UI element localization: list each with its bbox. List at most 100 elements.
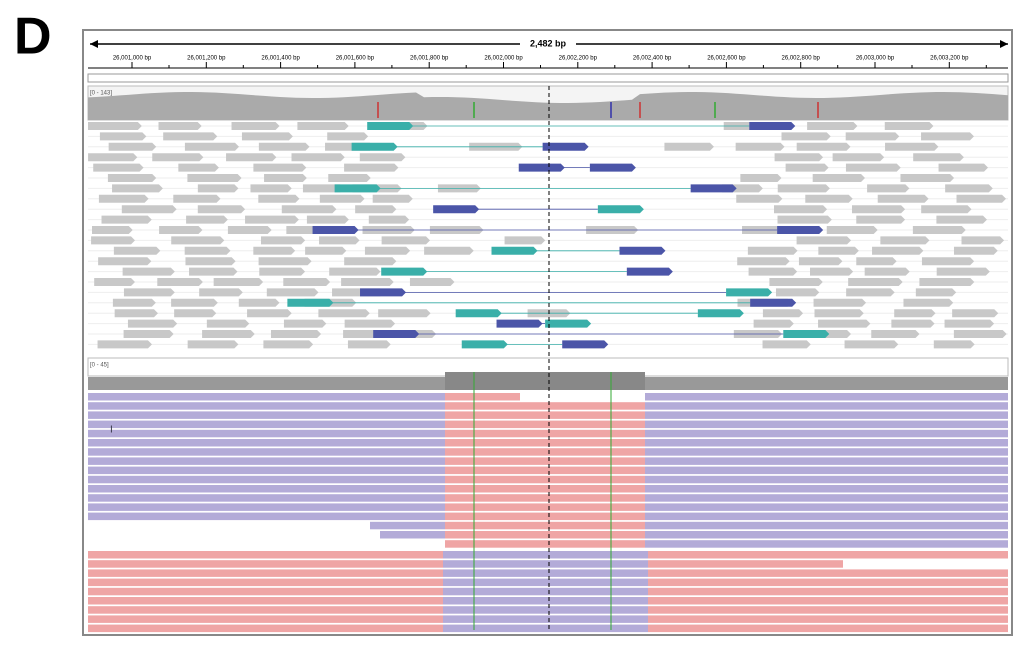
read (364, 246, 411, 255)
span-bg (520, 37, 576, 50)
read (844, 340, 899, 349)
read (107, 174, 157, 182)
read (88, 457, 445, 465)
read (443, 578, 648, 587)
read (88, 606, 443, 614)
read (92, 226, 133, 234)
read (807, 122, 858, 130)
read (956, 194, 1006, 203)
read (645, 402, 1008, 410)
read (445, 429, 645, 438)
read (114, 309, 158, 318)
ruler-tick-label: 26,001,000 bp (113, 56, 152, 62)
read (491, 246, 538, 255)
read (826, 226, 878, 234)
read (848, 278, 903, 286)
read (88, 578, 443, 587)
read (645, 439, 1008, 447)
read (250, 184, 292, 193)
read (253, 163, 307, 172)
read (735, 142, 785, 151)
read (91, 236, 136, 245)
read (877, 194, 929, 203)
read (648, 578, 1008, 587)
read (648, 587, 1008, 596)
read (159, 226, 203, 234)
read (812, 174, 866, 182)
read (953, 330, 1007, 338)
read (645, 411, 1008, 419)
read (443, 569, 648, 577)
read (798, 257, 843, 266)
read (88, 429, 445, 438)
read (913, 153, 964, 162)
read (796, 142, 851, 151)
ruler-tick-label: 26,002,000 bp (484, 56, 523, 62)
read (936, 215, 987, 224)
read (88, 624, 443, 633)
read (372, 194, 413, 203)
read (94, 278, 135, 286)
read (518, 163, 565, 172)
ruler-tick-label: 26,001,600 bp (336, 56, 375, 62)
read (813, 298, 867, 307)
read (645, 512, 1008, 521)
read (777, 184, 830, 193)
read (174, 309, 217, 318)
read (805, 194, 853, 203)
read (749, 122, 796, 130)
read (443, 615, 648, 623)
read (872, 246, 924, 255)
ruler-tick-label: 26,002,600 bp (707, 56, 746, 62)
read (690, 184, 737, 193)
range-label: [0 - 45] (90, 363, 109, 369)
read (648, 597, 1008, 605)
read (445, 393, 520, 401)
read (818, 246, 859, 255)
read (961, 236, 1005, 245)
read (253, 246, 296, 255)
ruler-ticks: 26,001,000 bp 26,001,200 bp 26,001,400 bp 2… (113, 56, 987, 68)
read (171, 236, 225, 245)
read (781, 132, 831, 141)
read (726, 288, 773, 297)
read (187, 340, 239, 349)
read (424, 246, 474, 255)
read (368, 215, 410, 224)
read (88, 512, 445, 521)
read (884, 122, 934, 130)
read (648, 606, 1008, 614)
read (814, 309, 864, 318)
read (344, 257, 397, 266)
read (88, 615, 443, 623)
ruler-tick-label: 26,001,400 bp (261, 56, 300, 62)
read (88, 587, 443, 596)
read (777, 226, 824, 234)
read (445, 457, 645, 465)
read (737, 257, 790, 266)
read (258, 142, 310, 151)
read (88, 411, 445, 419)
coverage-area (88, 92, 1008, 120)
read (98, 257, 152, 266)
read (202, 330, 255, 338)
read (88, 393, 445, 401)
read (894, 309, 936, 318)
read (645, 531, 1008, 539)
read (112, 298, 156, 307)
read (328, 174, 371, 182)
read (266, 288, 319, 297)
read (443, 624, 648, 633)
read (938, 163, 989, 172)
reads (88, 92, 1008, 633)
read (283, 319, 327, 328)
read (359, 153, 406, 162)
read (381, 236, 431, 245)
read (936, 267, 990, 276)
read (626, 267, 673, 276)
read (891, 319, 935, 328)
read (281, 205, 337, 214)
read (562, 340, 609, 349)
read (112, 184, 163, 193)
read (736, 194, 783, 203)
